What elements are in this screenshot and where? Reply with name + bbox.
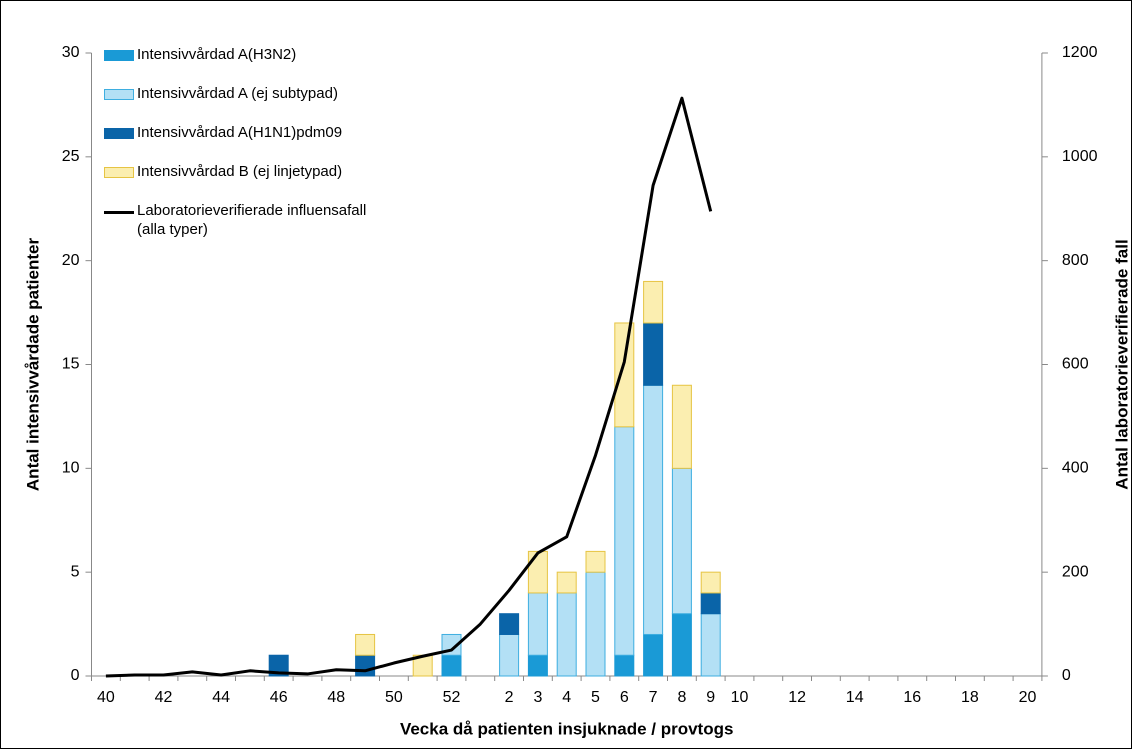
x-tick-label: 18 bbox=[961, 689, 979, 706]
y2-tick-label: 200 bbox=[1062, 563, 1089, 580]
y-tick-label: 0 bbox=[71, 667, 80, 684]
legend-swatch bbox=[104, 211, 134, 214]
x-tick-label: 50 bbox=[385, 689, 403, 706]
bar-segment bbox=[700, 613, 721, 677]
x-tick-label: 40 bbox=[97, 689, 115, 706]
bar-segment bbox=[643, 322, 664, 386]
legend-item: Intensivvårdad A (ej subtypad) bbox=[104, 85, 366, 125]
bar-segment bbox=[527, 550, 548, 594]
bar-segment bbox=[585, 571, 606, 677]
legend-label: Laboratorieverifierade influensafall (al… bbox=[137, 202, 367, 238]
y-tick-label: 10 bbox=[62, 460, 80, 477]
y-tick-label: 20 bbox=[62, 252, 80, 269]
bar-segment bbox=[556, 592, 577, 677]
x-tick-label: 5 bbox=[591, 689, 600, 706]
legend-label: Intensivvårdad A(H3N2) bbox=[137, 46, 297, 63]
bar-segment bbox=[614, 654, 635, 677]
x-tick-label: 16 bbox=[903, 689, 921, 706]
legend-item: Intensivvårdad A(H3N2) bbox=[104, 46, 366, 86]
x-tick-label: 10 bbox=[731, 689, 749, 706]
legend-swatch bbox=[104, 167, 134, 178]
legend-swatch bbox=[104, 128, 134, 139]
y2-tick-label: 800 bbox=[1062, 252, 1089, 269]
x-tick-label: 42 bbox=[155, 689, 173, 706]
x-tick-label: 48 bbox=[327, 689, 345, 706]
bar-segment bbox=[441, 654, 462, 677]
legend-item: Intensivvårdad A(H1N1)pdm09 bbox=[104, 124, 366, 164]
legend-label: Intensivvårdad A(H1N1)pdm09 bbox=[137, 124, 343, 141]
x-tick-label: 20 bbox=[1019, 689, 1037, 706]
y2-tick-label: 600 bbox=[1062, 356, 1089, 373]
x-tick-label: 44 bbox=[212, 689, 230, 706]
bar-segment bbox=[585, 550, 606, 573]
bar-segment bbox=[499, 633, 520, 677]
x-tick-label: 3 bbox=[533, 689, 542, 706]
line bbox=[105, 96, 713, 678]
y-tick-label: 15 bbox=[62, 356, 80, 373]
x-tick-label: 9 bbox=[706, 689, 715, 706]
legend-item: Laboratorieverifierade influensafall (al… bbox=[104, 202, 367, 242]
x-tick-label: 4 bbox=[562, 689, 571, 706]
x-tick-label: 52 bbox=[443, 689, 461, 706]
x-tick-label: 12 bbox=[788, 689, 806, 706]
x-tick-label: 2 bbox=[505, 689, 514, 706]
legend-item: Intensivvårdad B (ej linjetypad) bbox=[104, 163, 366, 203]
bar-segment bbox=[355, 654, 376, 677]
bar-segment bbox=[614, 322, 635, 428]
x-tick-label: 7 bbox=[649, 689, 658, 706]
x-tick-label: 6 bbox=[620, 689, 629, 706]
y-tick-label: 25 bbox=[62, 148, 80, 165]
y-tick-label: 30 bbox=[62, 44, 80, 61]
bar-segment bbox=[671, 467, 692, 615]
bar-segment bbox=[671, 613, 692, 677]
y-axis-label: Antal intensivvårdade patienter bbox=[23, 238, 42, 492]
bar-segment bbox=[614, 426, 635, 656]
bar-segment bbox=[643, 280, 664, 324]
y2-tick-label: 1200 bbox=[1062, 44, 1098, 61]
y-tick-label: 5 bbox=[71, 563, 80, 580]
bar-segment bbox=[355, 633, 376, 656]
bar-segment bbox=[643, 633, 664, 677]
y2-axis-label: Antal laboratorieverifierade fall bbox=[1112, 239, 1131, 489]
y2-tick-label: 1000 bbox=[1062, 148, 1098, 165]
x-tick-label: 8 bbox=[677, 689, 686, 706]
bar-segment bbox=[527, 592, 548, 656]
bar-segment bbox=[671, 384, 692, 469]
x-tick-label: 14 bbox=[846, 689, 864, 706]
bar-segment bbox=[643, 384, 664, 635]
legend-label: Intensivvårdad B (ej linjetypad) bbox=[137, 163, 343, 180]
legend-label: Intensivvårdad A (ej subtypad) bbox=[137, 85, 338, 102]
x-axis-label: Vecka då patienten insjuknade / provtogs bbox=[400, 719, 733, 738]
y2-tick-label: 400 bbox=[1062, 460, 1089, 477]
y2-tick-label: 0 bbox=[1062, 667, 1071, 684]
bar-segment bbox=[700, 571, 721, 594]
legend-swatch bbox=[104, 89, 134, 100]
bar-segment bbox=[527, 654, 548, 677]
legend: Intensivvårdad A(H3N2) Intensivvårdad A (… bbox=[104, 46, 367, 242]
bar-segment bbox=[700, 592, 721, 615]
bar-segment bbox=[268, 654, 289, 677]
legend-swatch bbox=[104, 50, 134, 61]
bar-segment bbox=[499, 613, 520, 635]
bar-segment bbox=[556, 571, 577, 594]
x-tick-label: 46 bbox=[270, 689, 288, 706]
